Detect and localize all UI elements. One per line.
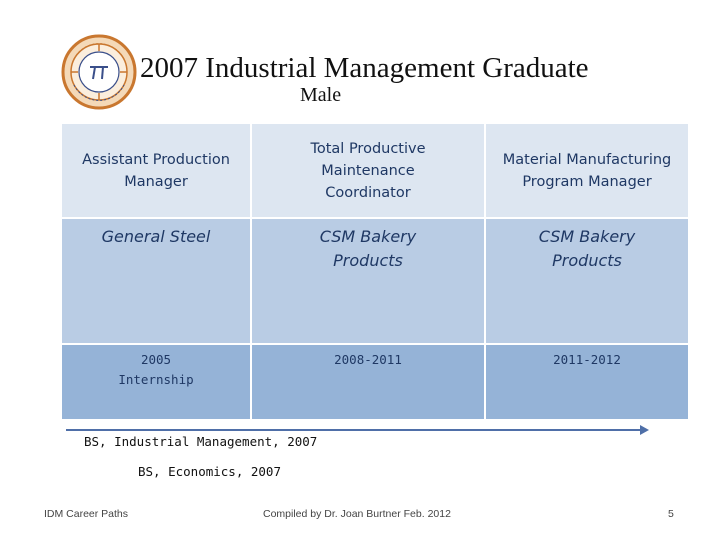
slide-subtitle: Male <box>300 84 342 106</box>
page-number: 5 <box>668 508 674 520</box>
career-path-grid: Assistant Production Manager General Ste… <box>62 124 688 419</box>
years-cell: 2008-2011 <box>252 345 484 419</box>
career-column-2: Total Productive Maintenance Coordinator… <box>252 124 484 419</box>
role-label: Material Manufacturing Program Manager <box>502 151 672 190</box>
slide-title: 2007 Industrial Management Graduate <box>140 52 589 84</box>
arrow-right-icon <box>640 425 649 435</box>
role-cell: Material Manufacturing Program Manager <box>486 124 688 217</box>
company-cell: CSM Bakery Products <box>486 219 688 343</box>
column-divider <box>484 124 486 419</box>
university-seal-icon <box>60 33 138 111</box>
footer-left: IDM Career Paths <box>44 508 129 520</box>
role-label: Total Productive Maintenance Coordinator <box>310 140 426 201</box>
role-label: Assistant Production Manager <box>82 151 230 190</box>
footer-center: Compiled by Dr. Joan Burtner Feb. 2012 <box>263 508 451 520</box>
years-label: 2008-2011 <box>334 352 402 367</box>
years-label: 2005 Internship <box>118 352 194 387</box>
career-column-1: Assistant Production Manager General Ste… <box>62 124 250 419</box>
company-label: CSM Bakery Products <box>538 227 636 270</box>
career-column-3: Material Manufacturing Program Manager C… <box>486 124 688 419</box>
role-cell: Assistant Production Manager <box>62 124 250 217</box>
years-label: 2011-2012 <box>553 352 621 367</box>
company-cell: CSM Bakery Products <box>252 219 484 343</box>
column-divider <box>250 124 252 419</box>
timeline-line <box>66 429 642 431</box>
company-label: CSM Bakery Products <box>319 227 417 270</box>
degree-economics: BS, Economics, 2007 <box>138 464 281 479</box>
years-cell: 2005 Internship <box>62 345 250 419</box>
degree-industrial-management: BS, Industrial Management, 2007 <box>84 434 318 449</box>
years-cell: 2011-2012 <box>486 345 688 419</box>
company-label: General Steel <box>101 227 211 246</box>
company-cell: General Steel <box>62 219 250 343</box>
role-cell: Total Productive Maintenance Coordinator <box>252 124 484 217</box>
